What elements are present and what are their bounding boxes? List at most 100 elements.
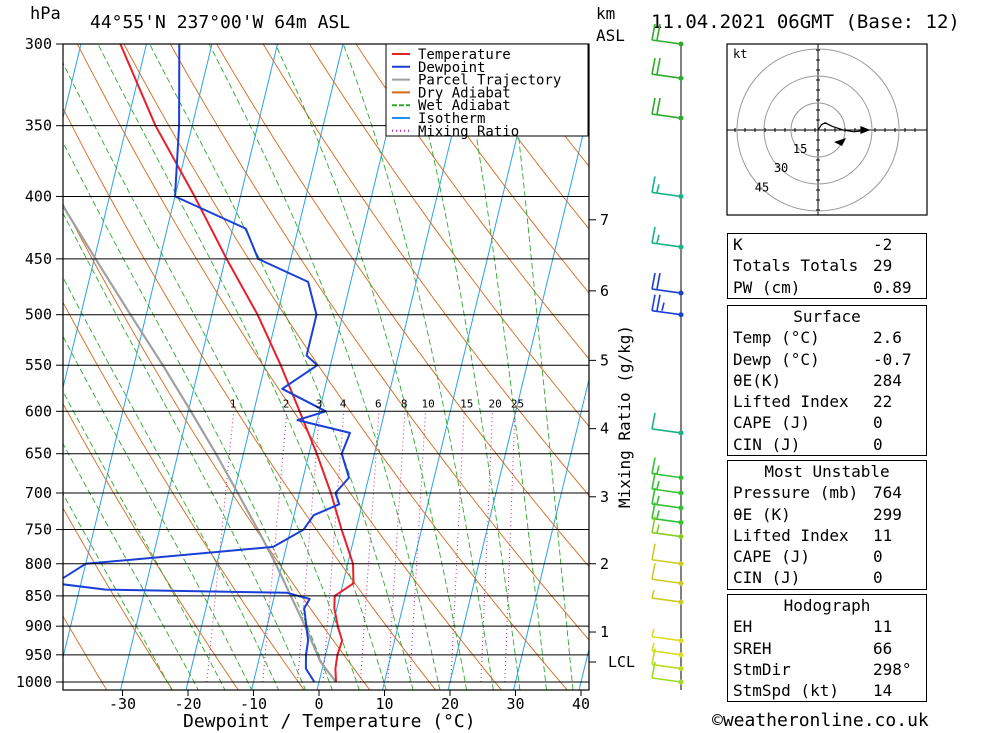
wind-barb — [651, 642, 684, 658]
wind-barb — [651, 226, 684, 250]
row-value: 0 — [873, 413, 883, 433]
mixing-ratio-line — [387, 411, 406, 683]
hodograph-arrow — [860, 126, 871, 134]
wet-adiabat — [274, 44, 468, 690]
km-tick-label: 1 — [600, 623, 609, 641]
barb-flag — [651, 294, 656, 311]
row-value: 14 — [873, 681, 893, 701]
barb-staff — [651, 242, 682, 248]
barb-staff — [651, 113, 682, 119]
background-lines — [0, 7, 589, 707]
legend-entry: Wet Adiabat — [418, 98, 511, 114]
barb-flag — [651, 457, 656, 474]
temperature-tick-label: -10 — [240, 695, 267, 713]
wind-barb — [651, 472, 684, 496]
barb-half-flag — [661, 302, 665, 311]
dry-adiabat — [123, 44, 568, 690]
wet-adiabat — [460, 44, 547, 690]
barb-flag — [651, 543, 656, 560]
barb-flag — [651, 176, 656, 193]
wind-barb — [651, 516, 684, 540]
panel-row: SREH 66 — [728, 638, 926, 659]
hodograph-ring — [736, 48, 900, 212]
pressure-tick-label: 600 — [25, 402, 52, 420]
dry-adiabat — [63, 402, 239, 690]
barb-half-flag — [656, 465, 660, 474]
pressure-tick-label: 350 — [25, 117, 52, 135]
panel-row: CIN (J) 0 — [728, 567, 926, 588]
wind-barb — [651, 628, 684, 644]
row-label: Temp (°C) — [733, 328, 820, 348]
barb-half-flag — [656, 480, 660, 490]
temperature-tick-label: 40 — [572, 695, 590, 713]
wet-adiabat — [63, 62, 360, 690]
x-axis-label: Dewpoint / Temperature (°C) — [183, 711, 476, 732]
axes: 1 2 3 4 6 8 10 15 20 2530035040045050055060065070… — [16, 35, 635, 713]
km-tick-label: 4 — [600, 420, 609, 438]
temperature-tick-label: 20 — [441, 695, 459, 713]
panel-row: Lifted Index 22 — [728, 391, 926, 412]
surface-panel: Surface Temp (°C) 2.6 Dewp (°C) -0.7 θE(K) 284… — [727, 305, 927, 457]
row-value: 0 — [873, 568, 883, 588]
datetime-title: 11.04.2021 06GMT (Base: 12) — [651, 11, 960, 33]
barb-flag — [651, 661, 656, 679]
row-label: CAPE (J) — [733, 413, 811, 433]
wind-barb — [651, 589, 684, 605]
barb-staff — [651, 635, 682, 642]
panel-row: CIN (J) 0 — [728, 434, 926, 455]
panel-row: StmDir 298° — [728, 659, 926, 680]
pressure-tick-label: 650 — [25, 445, 52, 463]
km-tick-label: 3 — [600, 488, 609, 506]
row-label: Totals Totals — [733, 256, 859, 276]
barb-half-flag — [656, 234, 660, 244]
barb-flag — [651, 648, 656, 665]
dry-adiabat — [355, 44, 589, 360]
wet-adiabat — [63, 141, 333, 690]
row-label: θE(K) — [733, 370, 782, 390]
barb-flag — [656, 272, 661, 290]
barb-flag — [651, 226, 656, 244]
hodograph-ring-label: 15 — [793, 142, 807, 156]
barb-flag — [656, 294, 661, 311]
legend-entry: Parcel Trajectory — [418, 73, 561, 89]
barb-staff — [651, 503, 682, 509]
isotherm — [63, 44, 213, 660]
row-label: Lifted Index — [733, 392, 849, 412]
mixing-ratio-label: 6 — [375, 397, 382, 410]
wet-adiabat — [63, 335, 253, 690]
hodograph-panel: Hodograph EH 11 SREH 66 StmDir 298° StmSpd (kt)… — [727, 594, 927, 703]
dry-adiabat — [63, 507, 174, 690]
row-label: K — [733, 235, 743, 254]
barb-staff — [651, 309, 682, 316]
wind-barb — [651, 487, 684, 511]
wind-barb — [651, 294, 684, 318]
mixing-ratio-line — [206, 411, 235, 683]
temperature-tick-label: -20 — [174, 695, 201, 713]
barb-half-flag — [656, 510, 660, 519]
storm-motion-marker — [834, 138, 846, 146]
legend-entry: Mixing Ratio — [418, 124, 519, 140]
pressure-tick-label: 950 — [25, 646, 52, 664]
row-label: EH — [733, 617, 753, 637]
barb-staff — [651, 488, 682, 494]
mixing-ratio-label: 15 — [460, 397, 473, 410]
legend-box — [385, 43, 589, 137]
row-value: -2 — [873, 235, 893, 254]
isotherm — [0, 7, 24, 707]
row-value: 0 — [873, 547, 883, 567]
isotherm — [120, 44, 279, 690]
barb-staff — [651, 677, 682, 683]
wind-barb — [651, 457, 684, 481]
row-value: 11 — [873, 525, 893, 545]
row-label: StmDir — [733, 659, 791, 679]
pressure-tick-label: 1000 — [16, 673, 52, 691]
barb-half-flag — [651, 642, 655, 652]
barb-flag — [651, 97, 656, 115]
wind-barb — [651, 412, 684, 436]
panel-row: CAPE (J) 0 — [728, 412, 926, 433]
wet-adiabat — [342, 44, 494, 690]
wind-barb — [651, 176, 684, 199]
row-value: -0.7 — [873, 349, 912, 369]
barb-staff — [651, 288, 682, 294]
